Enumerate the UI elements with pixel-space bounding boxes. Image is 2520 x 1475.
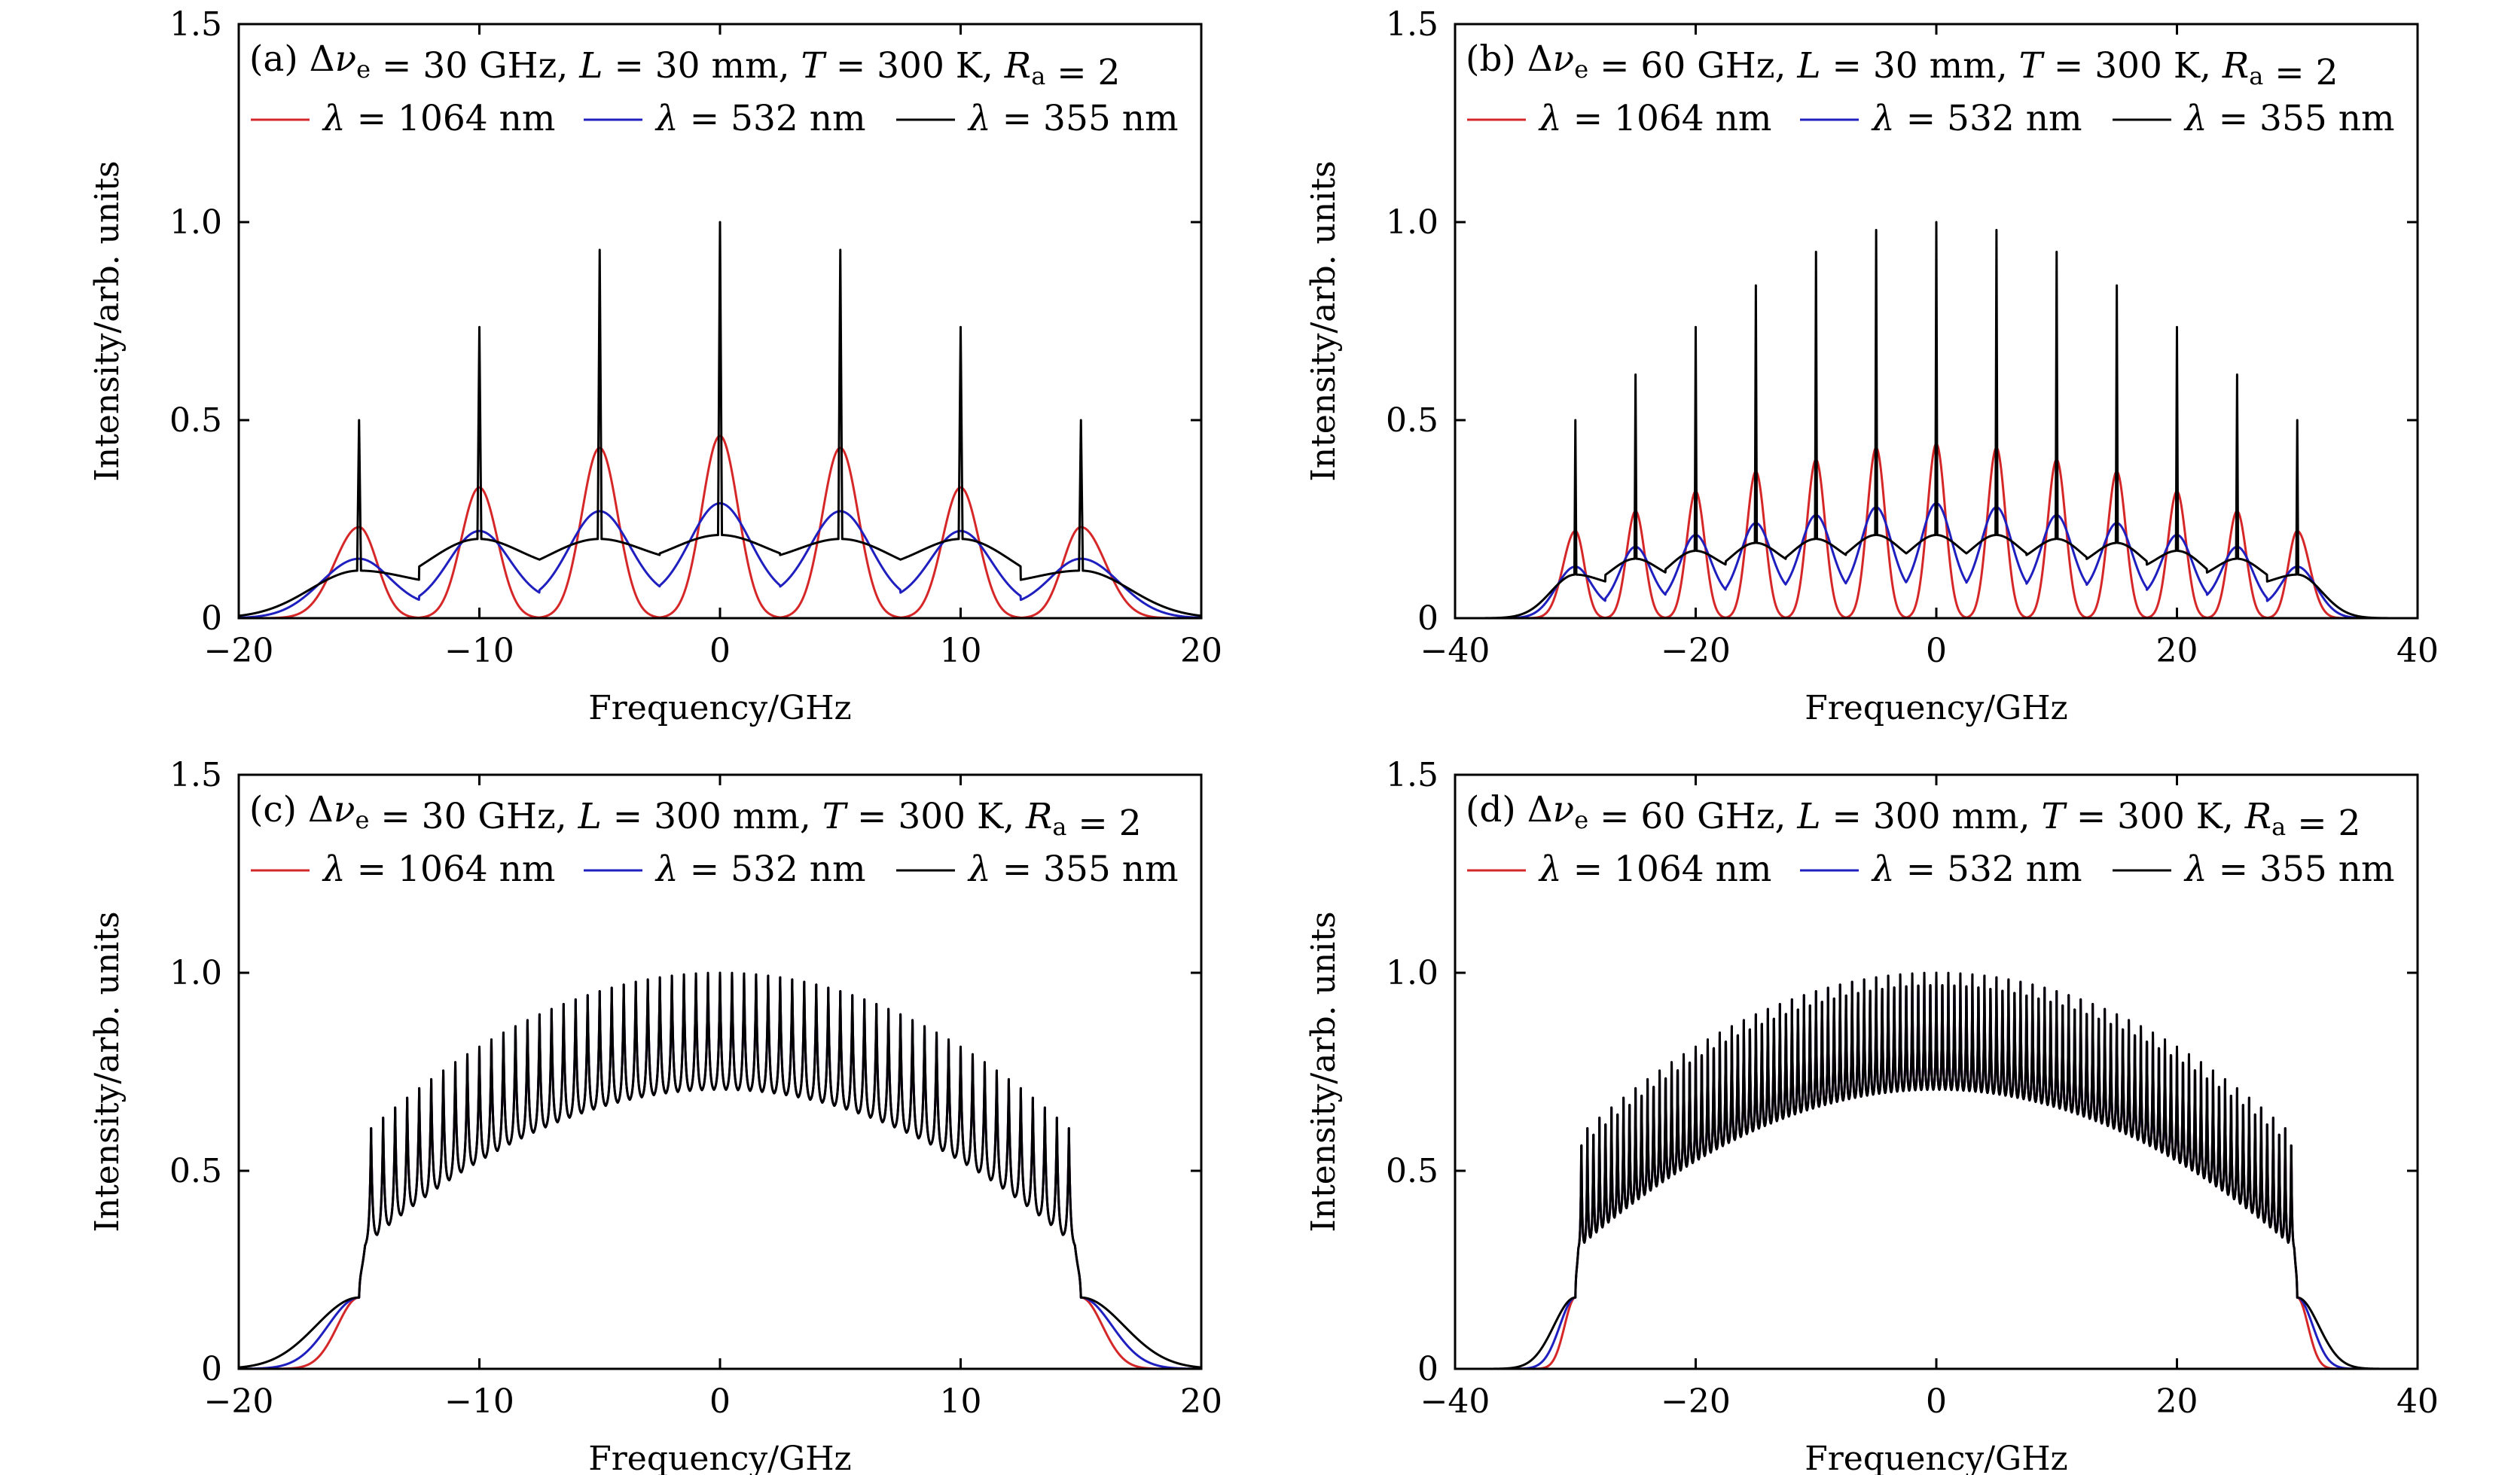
series-line-a-355 [239, 221, 1201, 617]
y-axis-label: Intensity/arb. units [1304, 911, 1343, 1232]
x-tick-label: 20 [1180, 632, 1222, 670]
plot-area-c [239, 971, 1201, 1369]
legend-label: λ = 532 nm [1871, 98, 2082, 139]
legend-label: λ = 532 nm [1871, 849, 2082, 890]
series-line-b-355 [1455, 221, 2418, 618]
legend-label: λ = 355 nm [2183, 98, 2395, 139]
x-tick-label: −20 [1661, 1382, 1731, 1421]
x-tick-label: 40 [2396, 632, 2439, 670]
x-tick-label: 0 [1926, 632, 1947, 670]
x-tick-label: 20 [1180, 1382, 1222, 1421]
y-tick-label: 0.5 [1386, 401, 1438, 440]
legend-label: λ = 355 nm [967, 849, 1179, 890]
y-tick-label: 1.5 [169, 5, 222, 44]
legend-label: λ = 1064 nm [322, 849, 555, 890]
y-tick-label: 1.5 [1386, 756, 1438, 794]
y-axis-label: Intensity/arb. units [88, 911, 127, 1232]
legend-label: λ = 1064 nm [1538, 849, 1771, 890]
x-tick-label: −20 [204, 1382, 274, 1421]
panel-annotation: (d) Δνe = 60 GHz, L = 300 mm, T = 300 K,… [1466, 789, 2360, 844]
x-tick-label: 20 [2156, 632, 2198, 670]
y-tick-label: 0 [201, 599, 222, 638]
legend-label: λ = 532 nm [654, 98, 866, 139]
plot-area-b [1455, 221, 2418, 618]
x-tick-label: 10 [940, 632, 982, 670]
x-tick-label: −20 [204, 632, 274, 670]
panel-a: −20 −10 0 10 20 0 0.5 1.0 1.5 Frequency/GHz Intens… [88, 5, 1222, 727]
x-tick-label: 0 [709, 632, 731, 670]
series-line-a-532 [239, 501, 1201, 618]
legend-label: λ = 532 nm [654, 849, 866, 890]
panel-annotation: (a) Δνe = 30 GHz, L = 30 mm, T = 300 K, … [249, 38, 1120, 93]
y-tick-label: 0.5 [1386, 1152, 1438, 1190]
x-axis-label: Frequency/GHz [1805, 1440, 2068, 1475]
legend-label: λ = 355 nm [2183, 849, 2395, 890]
panel-annotation: (b) Δνe = 60 GHz, L = 30 mm, T = 300 K, … [1466, 38, 2338, 93]
legend-label: λ = 1064 nm [1538, 98, 1771, 139]
y-tick-label: 1.0 [1386, 203, 1438, 242]
series-line-d-355 [1455, 971, 2418, 1369]
y-tick-label: 0 [1417, 599, 1438, 638]
x-tick-label: −40 [1420, 1382, 1490, 1421]
y-tick-label: 0 [201, 1350, 222, 1388]
x-axis-label: Frequency/GHz [588, 1440, 852, 1475]
panel-c: −20 −10 0 10 20 0 0.5 1.0 1.5 Frequency/GHz Intens… [88, 756, 1222, 1475]
series-line-a-1064 [239, 434, 1201, 618]
y-tick-label: 1.0 [1386, 954, 1438, 992]
panel-b: −40 −20 0 20 40 0 0.5 1.0 1.5 Frequency/GHz Intens… [1304, 5, 2439, 727]
x-axis-label: Frequency/GHz [588, 689, 852, 727]
y-tick-label: 0 [1417, 1350, 1438, 1388]
y-axis-label: Intensity/arb. units [88, 160, 127, 481]
plot-area-d [1455, 971, 2418, 1369]
y-tick-label: 1.0 [169, 203, 222, 242]
y-tick-label: 0.5 [169, 1152, 222, 1190]
legend-label: λ = 1064 nm [322, 98, 555, 139]
series-line-c-355 [239, 971, 1201, 1369]
x-tick-label: 10 [940, 1382, 982, 1421]
x-tick-label: −10 [444, 632, 514, 670]
x-tick-label: 20 [2156, 1382, 2198, 1421]
y-axis-label: Intensity/arb. units [1304, 160, 1343, 481]
legend-label: λ = 355 nm [967, 98, 1179, 139]
panel-annotation: (c) Δνe = 30 GHz, L = 300 mm, T = 300 K,… [249, 789, 1142, 844]
y-tick-label: 1.5 [1386, 5, 1438, 44]
plot-area-a [239, 221, 1201, 618]
y-tick-label: 1.5 [169, 756, 222, 794]
panel-d: −40 −20 0 20 40 0 0.5 1.0 1.5 Frequency/GHz Intens… [1304, 756, 2439, 1475]
x-axis-label: Frequency/GHz [1805, 689, 2068, 727]
x-tick-label: 0 [709, 1382, 731, 1421]
y-tick-label: 0.5 [169, 401, 222, 440]
x-tick-label: 40 [2396, 1382, 2439, 1421]
x-tick-label: 0 [1926, 1382, 1947, 1421]
x-tick-label: −20 [1661, 632, 1731, 670]
x-tick-label: −10 [444, 1382, 514, 1421]
x-tick-label: −40 [1420, 632, 1490, 670]
y-tick-label: 1.0 [169, 954, 222, 992]
